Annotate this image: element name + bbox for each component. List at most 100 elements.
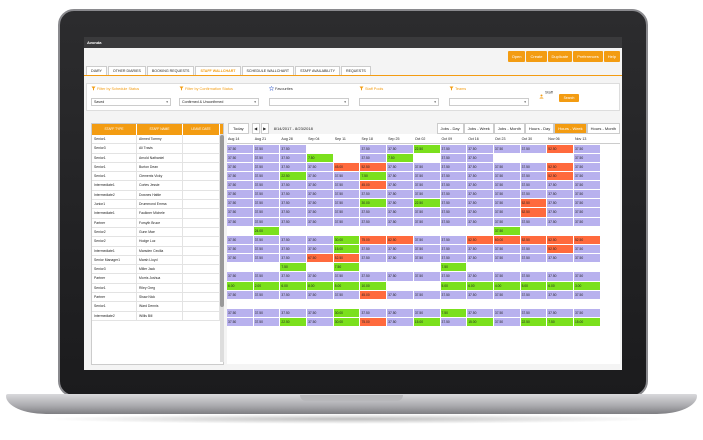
hours-cell[interactable] <box>520 153 548 162</box>
hours-cell[interactable]: 37.50 <box>360 153 388 162</box>
hours-cell[interactable]: 37.50 <box>253 181 281 190</box>
hours-cell[interactable]: 37.50 <box>280 245 308 254</box>
hours-cell[interactable]: 37.50 <box>227 272 254 281</box>
hours-cell[interactable]: 37.50 <box>387 318 414 327</box>
hours-cell[interactable]: 37.50 <box>253 208 281 217</box>
hours-cell[interactable]: 22.50 <box>280 171 308 181</box>
hours-cell[interactable] <box>360 299 388 309</box>
hours-cell[interactable]: 37.50 <box>493 190 521 199</box>
hours-cell[interactable]: 6.00 <box>467 281 494 290</box>
hours-cell[interactable]: 37.50 <box>280 254 308 263</box>
hours-cell[interactable]: 37.50 <box>573 171 601 181</box>
hours-cell[interactable]: 30.00 <box>333 309 361 318</box>
hours-cell[interactable]: 37.50 <box>520 190 548 199</box>
hours-cell[interactable]: 52.50 <box>520 199 548 208</box>
hours-cell[interactable]: 10.00 <box>360 281 388 290</box>
prev-button[interactable]: ◀ <box>251 123 260 134</box>
today-button[interactable]: Today <box>228 123 249 134</box>
hours-cell[interactable]: 37.50 <box>227 245 254 254</box>
hours-cell[interactable]: 37.50 <box>440 290 468 299</box>
hours-cell[interactable] <box>253 299 281 309</box>
hours-cell[interactable]: 52.50 <box>360 162 388 171</box>
hours-cell[interactable]: 37.50 <box>440 318 468 327</box>
hours-cell[interactable]: 7.50 <box>440 263 468 272</box>
staff-pools-select[interactable] <box>359 98 439 106</box>
hours-cell[interactable]: 37.50 <box>227 290 254 299</box>
hours-cell[interactable] <box>360 263 388 272</box>
hours-cell[interactable]: 37.50 <box>547 208 574 217</box>
hours-cell[interactable]: 30.00 <box>333 235 361 245</box>
hours-cell[interactable]: 37.50 <box>333 199 361 208</box>
hours-cell[interactable]: 5.00 <box>333 281 361 290</box>
hours-cell[interactable]: 37.50 <box>440 171 468 181</box>
hours-cell[interactable]: 37.50 <box>520 272 548 281</box>
hours-cell[interactable]: 37.50 <box>547 217 574 226</box>
hours-cell[interactable] <box>307 299 334 309</box>
view-hours-week[interactable]: Hours - Week <box>554 123 587 134</box>
view-jobs-month[interactable]: Jobs - Month <box>493 123 525 134</box>
hours-cell[interactable]: 37.50 <box>440 181 468 190</box>
staff-list-scroll-thumb[interactable] <box>220 135 224 307</box>
hours-cell[interactable]: 52.50 <box>547 235 574 245</box>
hours-cell[interactable] <box>227 299 254 309</box>
hours-cell[interactable] <box>227 226 254 235</box>
hours-cell[interactable]: 37.50 <box>307 245 334 254</box>
hours-cell[interactable] <box>573 263 601 272</box>
hours-cell[interactable]: 15.00 <box>467 318 494 327</box>
hours-cell[interactable] <box>467 263 494 272</box>
hours-cell[interactable]: 37.50 <box>467 153 494 162</box>
hours-cell[interactable] <box>547 299 574 309</box>
hours-cell[interactable]: 37.50 <box>573 190 601 199</box>
hours-cell[interactable]: 37.50 <box>493 199 521 208</box>
hours-cell[interactable]: 37.50 <box>360 144 388 153</box>
hours-cell[interactable]: 37.50 <box>573 245 601 254</box>
hours-cell[interactable]: 37.50 <box>280 217 308 226</box>
hours-cell[interactable]: 37.50 <box>280 190 308 199</box>
hours-cell[interactable]: 37.50 <box>253 318 281 327</box>
hours-cell[interactable]: 37.50 <box>467 199 494 208</box>
hours-cell[interactable] <box>493 263 521 272</box>
hours-cell[interactable]: 37.50 <box>573 272 601 281</box>
hours-cell[interactable]: 2.00 <box>253 281 281 290</box>
staff-row[interactable]: Senior1 Ahmed Tommy <box>92 135 223 145</box>
confirmation-status-select[interactable]: Confirmed & Unconfirmed <box>179 98 259 106</box>
hours-cell[interactable]: 37.50 <box>360 190 388 199</box>
hours-cell[interactable]: 37.50 <box>307 208 334 217</box>
hours-cell[interactable]: 37.50 <box>227 153 254 162</box>
staff-name-header[interactable]: STAFF NAME <box>137 124 183 135</box>
hours-cell[interactable]: 7.50 <box>360 171 388 181</box>
hours-cell[interactable]: 37.50 <box>387 309 414 318</box>
hours-cell[interactable]: 37.50 <box>333 190 361 199</box>
hours-cell[interactable] <box>333 299 361 309</box>
hours-cell[interactable]: 37.50 <box>547 199 574 208</box>
view-jobs-day[interactable]: Jobs - Day <box>436 123 464 134</box>
hours-cell[interactable] <box>387 281 414 290</box>
hours-cell[interactable]: 37.50 <box>387 199 414 208</box>
hours-cell[interactable]: 30.00 <box>360 199 388 208</box>
hours-cell[interactable] <box>333 226 361 235</box>
hours-cell[interactable]: 15.00 <box>333 245 361 254</box>
hours-cell[interactable] <box>573 299 601 309</box>
hours-cell[interactable]: 37.50 <box>573 144 601 153</box>
hours-cell[interactable]: 37.50 <box>360 272 388 281</box>
hours-cell[interactable]: 37.50 <box>253 217 281 226</box>
hours-cell[interactable]: 37.50 <box>253 190 281 199</box>
hours-cell[interactable]: 37.50 <box>440 190 468 199</box>
hours-cell[interactable]: 37.50 <box>387 272 414 281</box>
hours-cell[interactable]: 52.50 <box>547 144 574 153</box>
hours-cell[interactable]: 37.50 <box>387 217 414 226</box>
hours-cell[interactable]: 37.50 <box>413 254 441 263</box>
hours-cell[interactable]: 37.50 <box>467 309 494 318</box>
hours-cell[interactable] <box>387 226 414 235</box>
hours-cell[interactable]: 37.50 <box>440 217 468 226</box>
staff-row[interactable]: Senior3 Miller Jack <box>92 265 223 275</box>
staff-row[interactable]: Junior1 Drummond Emma <box>92 200 223 210</box>
hours-cell[interactable]: 37.50 <box>333 290 361 299</box>
hours-cell[interactable] <box>467 226 494 235</box>
hours-cell[interactable]: 37.50 <box>467 272 494 281</box>
hours-cell[interactable]: 37.50 <box>307 235 334 245</box>
hours-cell[interactable]: 37.50 <box>360 208 388 217</box>
hours-cell[interactable]: 67.50 <box>307 254 334 263</box>
hours-cell[interactable]: 37.50 <box>227 162 254 171</box>
hours-cell[interactable]: 37.50 <box>280 199 308 208</box>
